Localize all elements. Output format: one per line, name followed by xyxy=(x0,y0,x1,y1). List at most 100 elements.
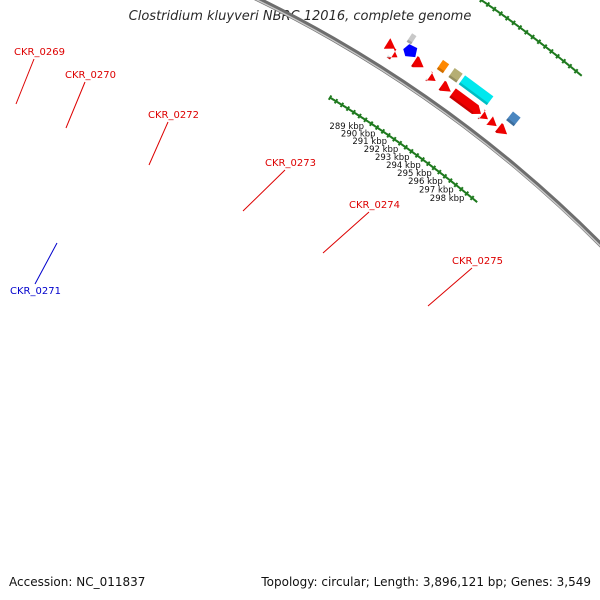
outer-tick-mark xyxy=(554,53,558,57)
inner-tick-mark xyxy=(422,158,426,162)
feature-track xyxy=(383,33,521,135)
inner-tick-mark xyxy=(420,156,425,163)
inner-tick-mark xyxy=(411,150,414,154)
outer-tick-mark xyxy=(542,44,546,47)
inner-tick-mark xyxy=(414,152,420,159)
inner-tick-mark xyxy=(357,113,360,117)
outer-tick-mark xyxy=(536,39,540,43)
inner-tick-mark xyxy=(456,185,460,189)
label-leader-line xyxy=(15,58,35,105)
inner-tick-mark xyxy=(345,106,349,110)
kbp-tick-label: 293 kbp xyxy=(375,153,410,163)
inner-tick-mark xyxy=(469,195,475,201)
cds-feature xyxy=(425,71,436,82)
outer-tick-mark xyxy=(519,27,523,30)
inner-tick-mark xyxy=(392,136,397,142)
outer-tick-mark xyxy=(559,57,563,61)
outer-tick-mark xyxy=(508,18,512,22)
inner-tick-mark xyxy=(379,128,382,132)
gene-label-ckr_0274: CKR_0274 xyxy=(349,200,400,211)
cds-feature xyxy=(477,109,488,120)
inner-tick-mark xyxy=(348,108,352,112)
inner-tick-mark xyxy=(390,136,394,140)
outer-tick-mark xyxy=(489,4,492,8)
inner-tick-mark xyxy=(464,191,470,197)
outer-tick-mark xyxy=(572,67,576,71)
inner-tick-mark xyxy=(388,134,392,138)
inner-tick-mark xyxy=(435,168,439,172)
inner-tick-mark xyxy=(446,177,450,181)
inner-tick-mark xyxy=(424,160,428,164)
outer-tick-mark xyxy=(545,46,548,49)
inner-tick-mark xyxy=(360,116,364,119)
outer-tick-mark xyxy=(501,14,505,17)
outer-tick-mark xyxy=(509,19,513,23)
inner-tick-mark xyxy=(473,199,477,203)
outer-tick-mark xyxy=(490,5,494,9)
outer-tick-mark xyxy=(546,47,550,50)
inner-tick-mark xyxy=(413,152,417,156)
inner-tick-mark xyxy=(339,102,345,108)
label-leader-line xyxy=(65,81,86,129)
outer-tick-mark xyxy=(492,6,497,12)
inner-tick-mark xyxy=(397,140,403,146)
outer-tick-mark xyxy=(536,39,542,45)
inner-tick-mark xyxy=(462,189,465,193)
backbone-highlight xyxy=(255,0,600,247)
inner-tick-mark xyxy=(354,112,358,116)
inner-tick-mark xyxy=(452,181,456,185)
outer-tick-mark xyxy=(523,29,527,33)
inner-tick-mark xyxy=(441,173,445,177)
inner-tick-mark xyxy=(327,94,333,101)
outer-tick-mark xyxy=(534,38,538,42)
inner-tick-mark xyxy=(419,156,422,160)
inner-tick-mark xyxy=(463,190,466,194)
outer-tick-mark xyxy=(528,33,532,37)
outer-tick-mark xyxy=(553,52,557,56)
inner-tick-mark xyxy=(471,197,475,201)
cds-feature xyxy=(486,116,497,127)
label-leader-line xyxy=(242,169,286,212)
outer-tick-mark xyxy=(533,37,537,41)
inner-tick-mark xyxy=(377,127,381,131)
inner-tick-mark xyxy=(345,105,351,112)
outer-tick-mark xyxy=(548,49,552,52)
inner-tick-mark xyxy=(363,117,368,123)
inner-tick-mark xyxy=(407,148,411,152)
inner-tick-mark xyxy=(448,178,453,184)
inner-tick-mark xyxy=(355,113,359,116)
inner-tick-mark xyxy=(386,133,389,136)
gene-label-ckr_0271: CKR_0271 xyxy=(10,286,61,297)
outer-tick-mark xyxy=(523,29,529,35)
kbp-tick-label: 294 kbp xyxy=(386,161,421,171)
backbone-outer-line xyxy=(253,0,600,248)
kbp-tick-label: 291 kbp xyxy=(352,137,387,147)
outer-tick-mark xyxy=(485,1,491,8)
inner-tick-mark xyxy=(472,198,476,202)
outer-tick-mark xyxy=(577,71,580,75)
inner-tick-mark xyxy=(366,119,370,123)
inner-tick-mark xyxy=(457,186,461,189)
outer-tick-mark xyxy=(579,73,583,77)
inner-tick-mark xyxy=(423,159,427,163)
inner-tick-mark xyxy=(333,98,339,104)
inner-tick-mark xyxy=(384,132,388,136)
outer-tick-mark xyxy=(517,24,523,31)
inner-tick-mark xyxy=(406,147,410,151)
label-leader-line xyxy=(427,267,473,307)
inner-tick-mark xyxy=(437,169,442,175)
outer-tick-mark xyxy=(504,15,510,21)
outer-tick-mark xyxy=(516,24,519,28)
inner-tick-mark xyxy=(373,124,377,128)
inner-tick-mark xyxy=(417,155,421,159)
outer-tick-mark xyxy=(551,50,555,54)
inner-tick-mark xyxy=(380,128,386,135)
inner-tick-mark xyxy=(338,102,341,105)
outer-tick-mark xyxy=(507,17,510,21)
outer-tick-mark xyxy=(522,28,526,32)
outer-tick-mark xyxy=(573,68,579,74)
inner-tick-mark xyxy=(368,121,372,125)
outer-tick-track xyxy=(479,0,583,77)
